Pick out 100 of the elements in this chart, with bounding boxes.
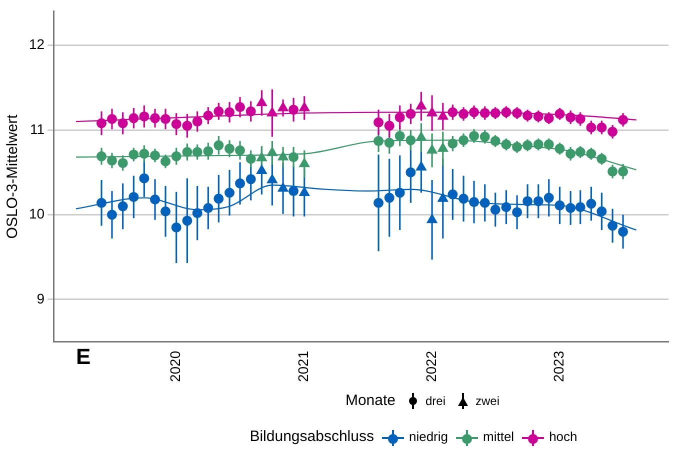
point <box>256 152 267 162</box>
point <box>480 132 490 142</box>
point <box>278 102 288 112</box>
point <box>426 214 438 224</box>
point <box>278 182 288 192</box>
point <box>501 202 512 212</box>
point <box>533 196 544 206</box>
point <box>586 148 596 159</box>
point <box>150 150 160 160</box>
text: Monate <box>345 392 396 409</box>
y-tick-label: 12 <box>28 36 45 52</box>
point <box>490 204 500 215</box>
point <box>235 102 246 112</box>
point <box>575 147 586 158</box>
point <box>266 174 278 184</box>
point <box>469 130 480 141</box>
point <box>458 194 469 204</box>
point <box>224 188 235 198</box>
point <box>182 216 192 226</box>
point <box>586 198 596 209</box>
point <box>469 197 480 208</box>
point <box>160 114 171 124</box>
point <box>299 186 310 196</box>
legend-title: Bildungsabschluss <box>250 428 374 445</box>
point <box>171 151 182 162</box>
point <box>490 136 500 146</box>
point <box>618 166 628 177</box>
point <box>256 96 267 106</box>
point <box>512 207 522 218</box>
point <box>490 108 500 118</box>
point <box>394 130 405 141</box>
point <box>608 220 618 231</box>
point <box>448 138 458 149</box>
point <box>192 208 202 218</box>
point <box>448 107 458 118</box>
point <box>278 151 288 160</box>
x-tick-label: 2021 <box>295 350 312 382</box>
point <box>374 198 384 208</box>
point <box>522 110 533 121</box>
point <box>458 135 469 146</box>
point <box>224 144 235 154</box>
point <box>384 192 394 203</box>
point <box>118 158 128 168</box>
point <box>118 201 128 212</box>
point <box>596 206 607 216</box>
point <box>438 110 448 120</box>
point <box>618 226 628 237</box>
point <box>554 108 565 119</box>
x-tick-label: 2023 <box>550 350 567 382</box>
text: zwei <box>476 394 500 408</box>
point <box>128 192 139 202</box>
point <box>299 158 310 168</box>
point <box>575 114 586 124</box>
point <box>246 174 256 184</box>
point <box>266 107 278 116</box>
point <box>299 102 310 112</box>
point <box>501 139 512 150</box>
point <box>246 106 256 116</box>
x-tick-label: 2020 <box>167 350 184 382</box>
point <box>554 200 565 210</box>
point <box>544 113 554 124</box>
point <box>192 116 202 127</box>
point <box>288 152 299 162</box>
point <box>522 140 533 150</box>
point <box>406 135 416 146</box>
point <box>533 139 544 150</box>
point <box>118 118 128 128</box>
point <box>448 189 458 200</box>
point <box>426 107 438 116</box>
point <box>139 111 150 122</box>
point <box>246 154 256 164</box>
point <box>235 178 246 188</box>
point <box>566 148 576 159</box>
point <box>608 126 618 137</box>
point <box>182 120 192 131</box>
point <box>554 144 565 154</box>
point <box>203 110 214 121</box>
point <box>96 118 106 128</box>
point <box>288 186 299 196</box>
point <box>533 111 544 122</box>
point <box>522 196 533 206</box>
point <box>596 122 607 132</box>
point <box>416 132 426 141</box>
point <box>214 194 224 204</box>
point <box>394 188 405 198</box>
text: E <box>76 344 91 370</box>
point <box>566 112 576 122</box>
y-tick-label: 9 <box>36 290 45 306</box>
point <box>426 144 438 154</box>
point <box>438 192 448 202</box>
point <box>394 112 405 122</box>
point <box>160 156 171 166</box>
point <box>160 206 171 216</box>
point <box>544 139 554 150</box>
point <box>171 222 182 232</box>
point <box>214 106 224 116</box>
point <box>96 151 106 162</box>
point <box>469 107 480 118</box>
point <box>416 161 426 171</box>
y-axis-title: OSLO-3-Mittelwert <box>4 114 22 239</box>
